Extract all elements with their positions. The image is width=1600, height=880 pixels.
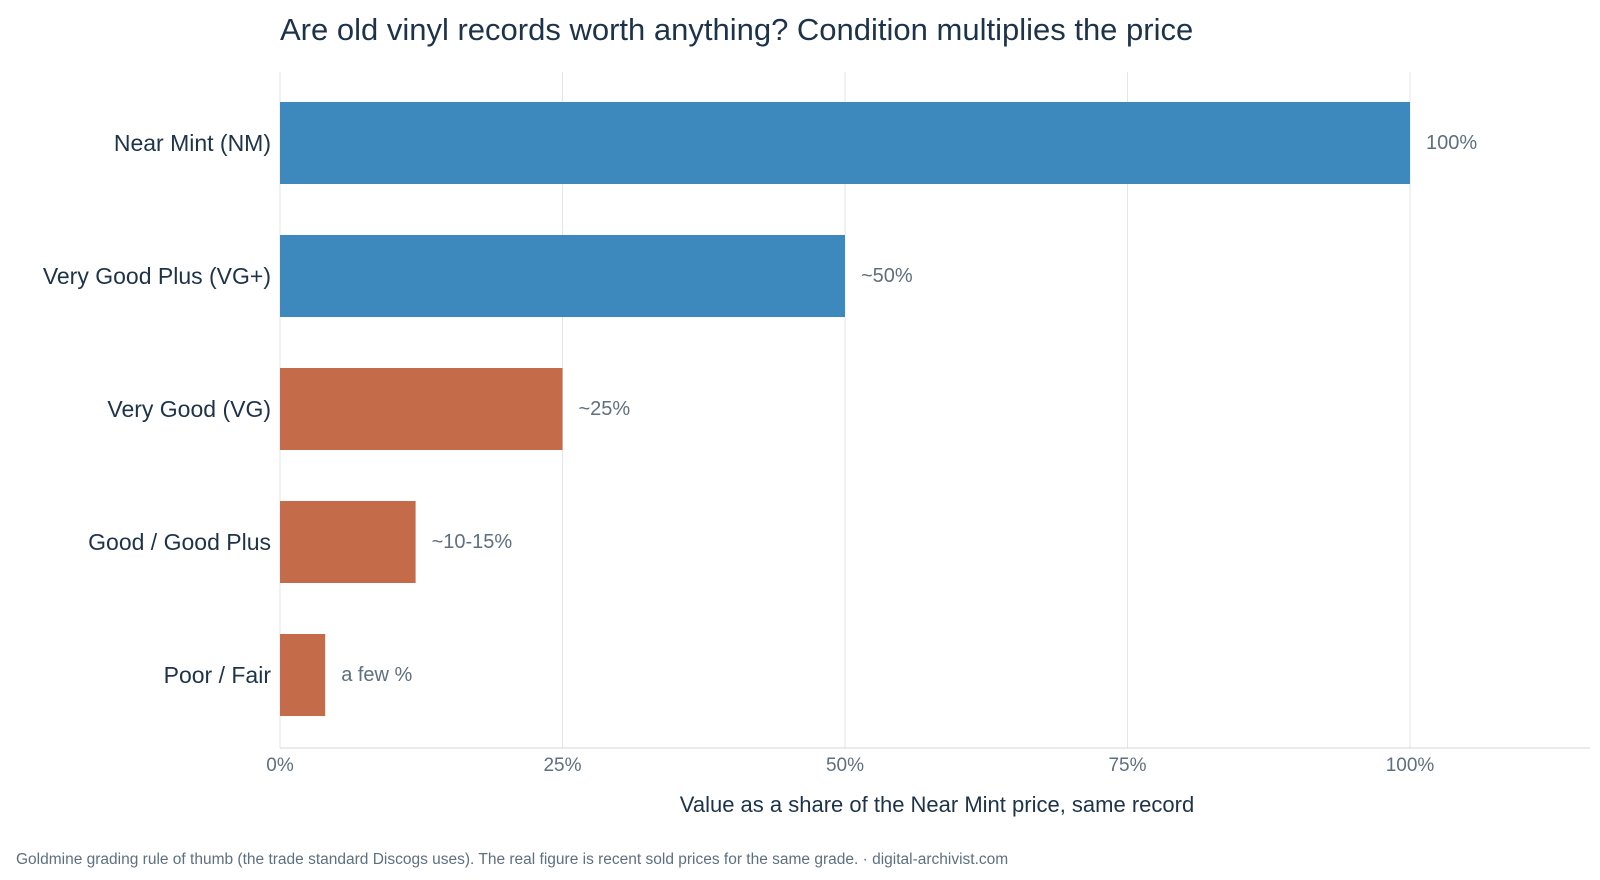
data-label: 100%: [1426, 132, 1477, 154]
category-label: Very Good Plus (VG+): [43, 263, 271, 289]
data-label: ~25%: [579, 398, 631, 420]
category-label: Near Mint (NM): [114, 130, 271, 156]
x-tick-label: 0%: [266, 755, 294, 776]
bar: [280, 368, 563, 450]
bar: [280, 501, 416, 583]
chart-title: Are old vinyl records worth anything? Co…: [280, 12, 1193, 47]
bar: [280, 634, 326, 716]
x-axis-ticks: 0% 25% 50% 75% 100%: [266, 755, 1434, 776]
bar: [280, 235, 845, 317]
category-label: Good / Good Plus: [88, 529, 271, 555]
x-tick-label: 75%: [1108, 755, 1146, 776]
category-label: Poor / Fair: [164, 662, 272, 688]
data-labels: 100% ~50% ~25% ~10-15% a few %: [341, 132, 1477, 686]
x-axis-title: Value as a share of the Near Mint price,…: [680, 792, 1194, 817]
chart-caption: Goldmine grading rule of thumb (the trad…: [16, 851, 1008, 868]
bars: [280, 102, 1410, 716]
x-tick-label: 50%: [826, 755, 864, 776]
x-tick-label: 25%: [543, 755, 581, 776]
x-tick-label: 100%: [1386, 755, 1435, 776]
data-label: a few %: [341, 664, 412, 686]
bar: [280, 102, 1410, 184]
category-label: Very Good (VG): [107, 396, 271, 422]
data-label: ~10-15%: [432, 531, 513, 553]
category-labels: Near Mint (NM) Very Good Plus (VG+) Very G…: [43, 130, 272, 688]
data-label: ~50%: [861, 265, 913, 287]
gridlines: [279, 72, 1590, 749]
